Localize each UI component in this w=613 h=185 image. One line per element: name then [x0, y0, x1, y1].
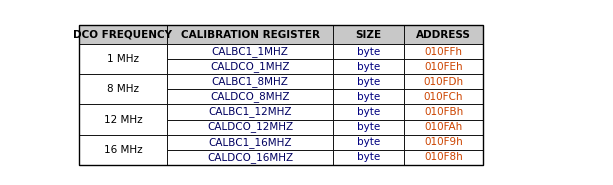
Text: 12 MHz: 12 MHz	[104, 115, 142, 125]
Text: CALBC1_8MHZ: CALBC1_8MHZ	[211, 76, 289, 87]
Text: 010FCh: 010FCh	[424, 92, 463, 102]
Bar	[405, 25, 483, 44]
Text: byte: byte	[357, 107, 381, 117]
Bar	[167, 105, 333, 120]
Text: CALBC1_1MHZ: CALBC1_1MHZ	[211, 46, 289, 57]
Text: DCO FREQUENCY: DCO FREQUENCY	[74, 30, 172, 40]
Bar	[167, 44, 333, 59]
Bar	[167, 120, 333, 134]
Text: CALIBRATION REGISTER: CALIBRATION REGISTER	[180, 30, 319, 40]
Bar	[405, 59, 483, 74]
Text: byte: byte	[357, 137, 381, 147]
Bar	[167, 89, 333, 105]
Bar	[405, 89, 483, 105]
Text: byte: byte	[357, 47, 381, 57]
Bar	[405, 120, 483, 134]
Text: 1 MHz: 1 MHz	[107, 54, 139, 64]
Text: CALDCO_12MHZ: CALDCO_12MHZ	[207, 122, 293, 132]
Text: byte: byte	[357, 122, 381, 132]
Bar	[79, 44, 167, 74]
Text: SIZE: SIZE	[356, 30, 382, 40]
Bar	[405, 134, 483, 150]
Bar	[333, 44, 405, 59]
Text: 010FFh: 010FFh	[425, 47, 463, 57]
Bar	[333, 89, 405, 105]
Text: 010FDh: 010FDh	[424, 77, 463, 87]
Bar	[333, 74, 405, 89]
Bar	[167, 59, 333, 74]
Bar	[167, 25, 333, 44]
Bar	[333, 134, 405, 150]
Bar	[79, 25, 167, 44]
Text: byte: byte	[357, 152, 381, 162]
Text: 010FEh: 010FEh	[424, 62, 463, 72]
Bar	[333, 105, 405, 120]
Bar	[167, 150, 333, 165]
Text: 010F8h: 010F8h	[424, 152, 463, 162]
Bar	[333, 150, 405, 165]
Text: 010F9h: 010F9h	[424, 137, 463, 147]
Bar	[333, 59, 405, 74]
Text: CALDCO_8MHZ: CALDCO_8MHZ	[210, 92, 290, 102]
Bar	[405, 150, 483, 165]
Text: CALDCO_16MHZ: CALDCO_16MHZ	[207, 152, 293, 163]
Text: byte: byte	[357, 92, 381, 102]
Text: 8 MHz: 8 MHz	[107, 84, 139, 94]
Bar	[167, 134, 333, 150]
Bar	[333, 120, 405, 134]
Text: ADDRESS: ADDRESS	[416, 30, 471, 40]
Text: CALBC1_12MHZ: CALBC1_12MHZ	[208, 107, 292, 117]
Text: byte: byte	[357, 62, 381, 72]
Bar	[405, 74, 483, 89]
Text: byte: byte	[357, 77, 381, 87]
Text: 16 MHz: 16 MHz	[104, 145, 142, 155]
Bar	[79, 134, 167, 165]
Text: CALBC1_16MHZ: CALBC1_16MHZ	[208, 137, 292, 147]
Text: 010FBh: 010FBh	[424, 107, 463, 117]
Bar	[333, 25, 405, 44]
Text: 010FAh: 010FAh	[424, 122, 463, 132]
Bar	[405, 105, 483, 120]
Bar	[79, 105, 167, 134]
Bar	[167, 74, 333, 89]
Text: CALDCO_1MHZ: CALDCO_1MHZ	[210, 61, 290, 72]
Bar	[79, 25, 483, 165]
Bar	[79, 74, 167, 105]
Bar	[405, 44, 483, 59]
